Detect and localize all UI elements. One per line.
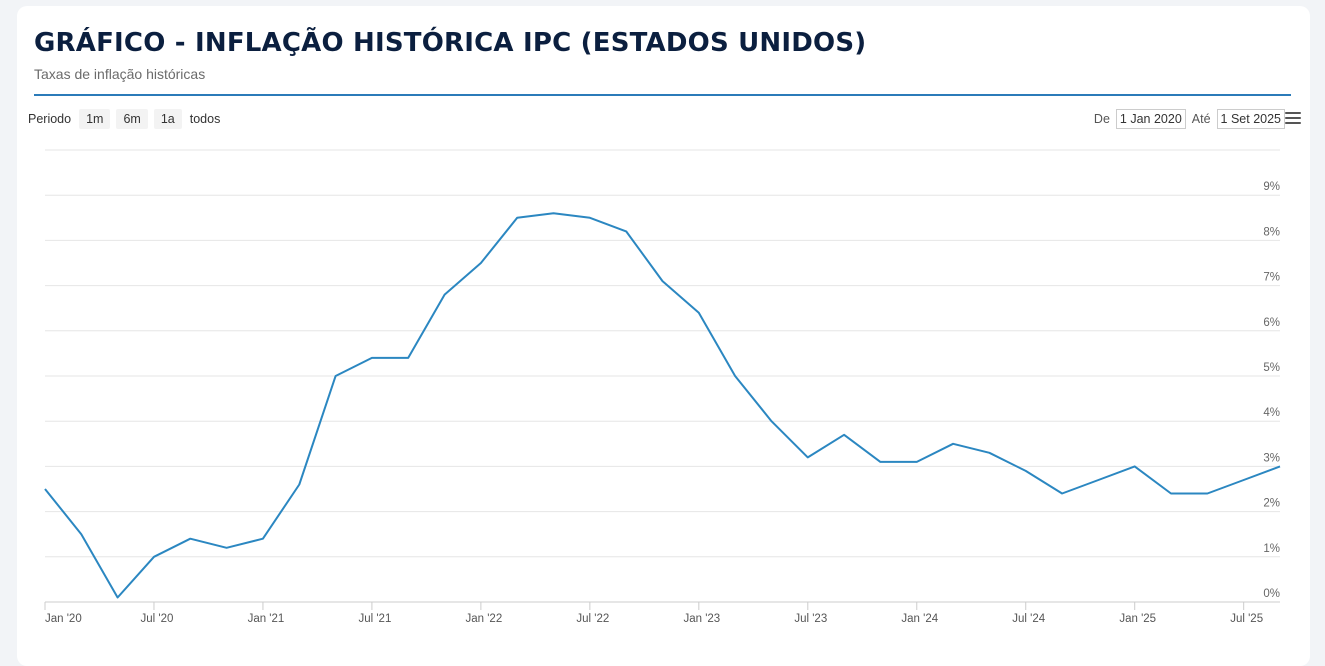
- data-point[interactable]: [806, 455, 810, 459]
- data-point[interactable]: [915, 460, 919, 464]
- data-point[interactable]: [1060, 492, 1064, 496]
- range-button-all[interactable]: todos: [189, 112, 221, 126]
- to-date-input[interactable]: 1 Set 2025: [1216, 109, 1285, 129]
- x-axis: Jan '20 Jul '20 Jan '21 Jul '21 Jan '22 Jul '…: [44, 602, 1263, 625]
- y-axis-ticks: 0% 1% 2% 3% 4% 5% 6% 7% 8% 9%: [1263, 181, 1280, 600]
- data-point[interactable]: [1169, 492, 1173, 496]
- grid-lines: [45, 149, 1280, 603]
- x-tick-label: Jul '25: [1230, 613, 1263, 625]
- data-point[interactable]: [43, 487, 47, 491]
- range-selector: Periodo 1m 6m 1a todos: [28, 108, 228, 130]
- inflation-series-line[interactable]: [44, 212, 1281, 599]
- x-tick-label: Jan '24: [901, 613, 938, 625]
- data-point[interactable]: [552, 211, 556, 215]
- y-tick-label: 0%: [1263, 588, 1280, 600]
- data-point[interactable]: [1096, 478, 1100, 482]
- data-point[interactable]: [733, 374, 737, 378]
- data-point[interactable]: [261, 537, 265, 541]
- range-button-1a[interactable]: 1a: [153, 109, 182, 129]
- data-point[interactable]: [1133, 464, 1137, 468]
- y-tick-label: 2%: [1263, 498, 1280, 510]
- data-point[interactable]: [479, 261, 483, 265]
- data-point[interactable]: [624, 229, 628, 233]
- x-tick-label: Jul '23: [794, 613, 827, 625]
- data-point[interactable]: [334, 374, 338, 378]
- series-layer: [43, 211, 1282, 599]
- y-tick-label: 4%: [1263, 407, 1280, 419]
- page-title: GRÁFICO - INFLAÇÃO HISTÓRICA IPC (ESTADO…: [34, 28, 867, 58]
- data-point[interactable]: [697, 311, 701, 315]
- range-button-6m[interactable]: 6m: [116, 109, 148, 129]
- hamburger-menu-icon[interactable]: [1285, 112, 1301, 126]
- x-tick-label: Jan '21: [248, 613, 285, 625]
- data-point[interactable]: [661, 279, 665, 283]
- data-point[interactable]: [116, 595, 120, 599]
- data-point[interactable]: [297, 482, 301, 486]
- y-tick-label: 5%: [1263, 362, 1280, 374]
- data-point[interactable]: [443, 293, 447, 297]
- data-point[interactable]: [188, 537, 192, 541]
- data-point[interactable]: [152, 555, 156, 559]
- y-tick-label: 9%: [1263, 181, 1280, 193]
- data-point[interactable]: [79, 532, 83, 536]
- x-tick-label: Jan '22: [466, 613, 503, 625]
- page-subtitle: Taxas de inflação históricas: [34, 66, 206, 82]
- data-point[interactable]: [1278, 464, 1282, 468]
- data-point[interactable]: [588, 216, 592, 220]
- y-tick-label: 6%: [1263, 317, 1280, 329]
- data-point[interactable]: [842, 433, 846, 437]
- data-point[interactable]: [406, 356, 410, 360]
- x-tick-label: Jan '20: [45, 613, 82, 625]
- y-tick-label: 8%: [1263, 226, 1280, 238]
- data-point[interactable]: [225, 546, 229, 550]
- data-point[interactable]: [769, 419, 773, 423]
- x-tick-label: Jul '20: [141, 613, 174, 625]
- chart-card: GRÁFICO - INFLAÇÃO HISTÓRICA IPC (ESTADO…: [17, 6, 1310, 666]
- x-tick-label: Jan '25: [1119, 613, 1156, 625]
- data-point[interactable]: [951, 442, 955, 446]
- to-label: Até: [1191, 112, 1211, 126]
- from-label: De: [1093, 112, 1110, 126]
- data-point[interactable]: [878, 460, 882, 464]
- y-tick-label: 7%: [1263, 272, 1280, 284]
- range-label: Periodo: [28, 112, 72, 126]
- title-divider: [34, 94, 1291, 96]
- y-tick-label: 1%: [1263, 543, 1280, 555]
- x-tick-label: Jul '21: [358, 613, 391, 625]
- inflation-line-chart: 0%1%2%3%4%5%6%7%8%9% Jan '20 Jul '20 Jan '…: [43, 149, 1282, 625]
- data-point[interactable]: [1242, 478, 1246, 482]
- range-button-1m[interactable]: 1m: [79, 109, 111, 129]
- data-point[interactable]: [1205, 492, 1209, 496]
- y-tick-label: 3%: [1263, 452, 1280, 464]
- data-point[interactable]: [1024, 469, 1028, 473]
- data-point[interactable]: [515, 216, 519, 220]
- from-date-input[interactable]: 1 Jan 2020: [1115, 109, 1186, 129]
- data-point[interactable]: [987, 451, 991, 455]
- x-tick-label: Jul '22: [576, 613, 609, 625]
- x-tick-label: Jan '23: [683, 613, 720, 625]
- x-tick-label: Jul '24: [1012, 613, 1045, 625]
- data-point[interactable]: [370, 356, 374, 360]
- date-range-inputs: De 1 Jan 2020 Até 1 Set 2025: [1088, 108, 1285, 130]
